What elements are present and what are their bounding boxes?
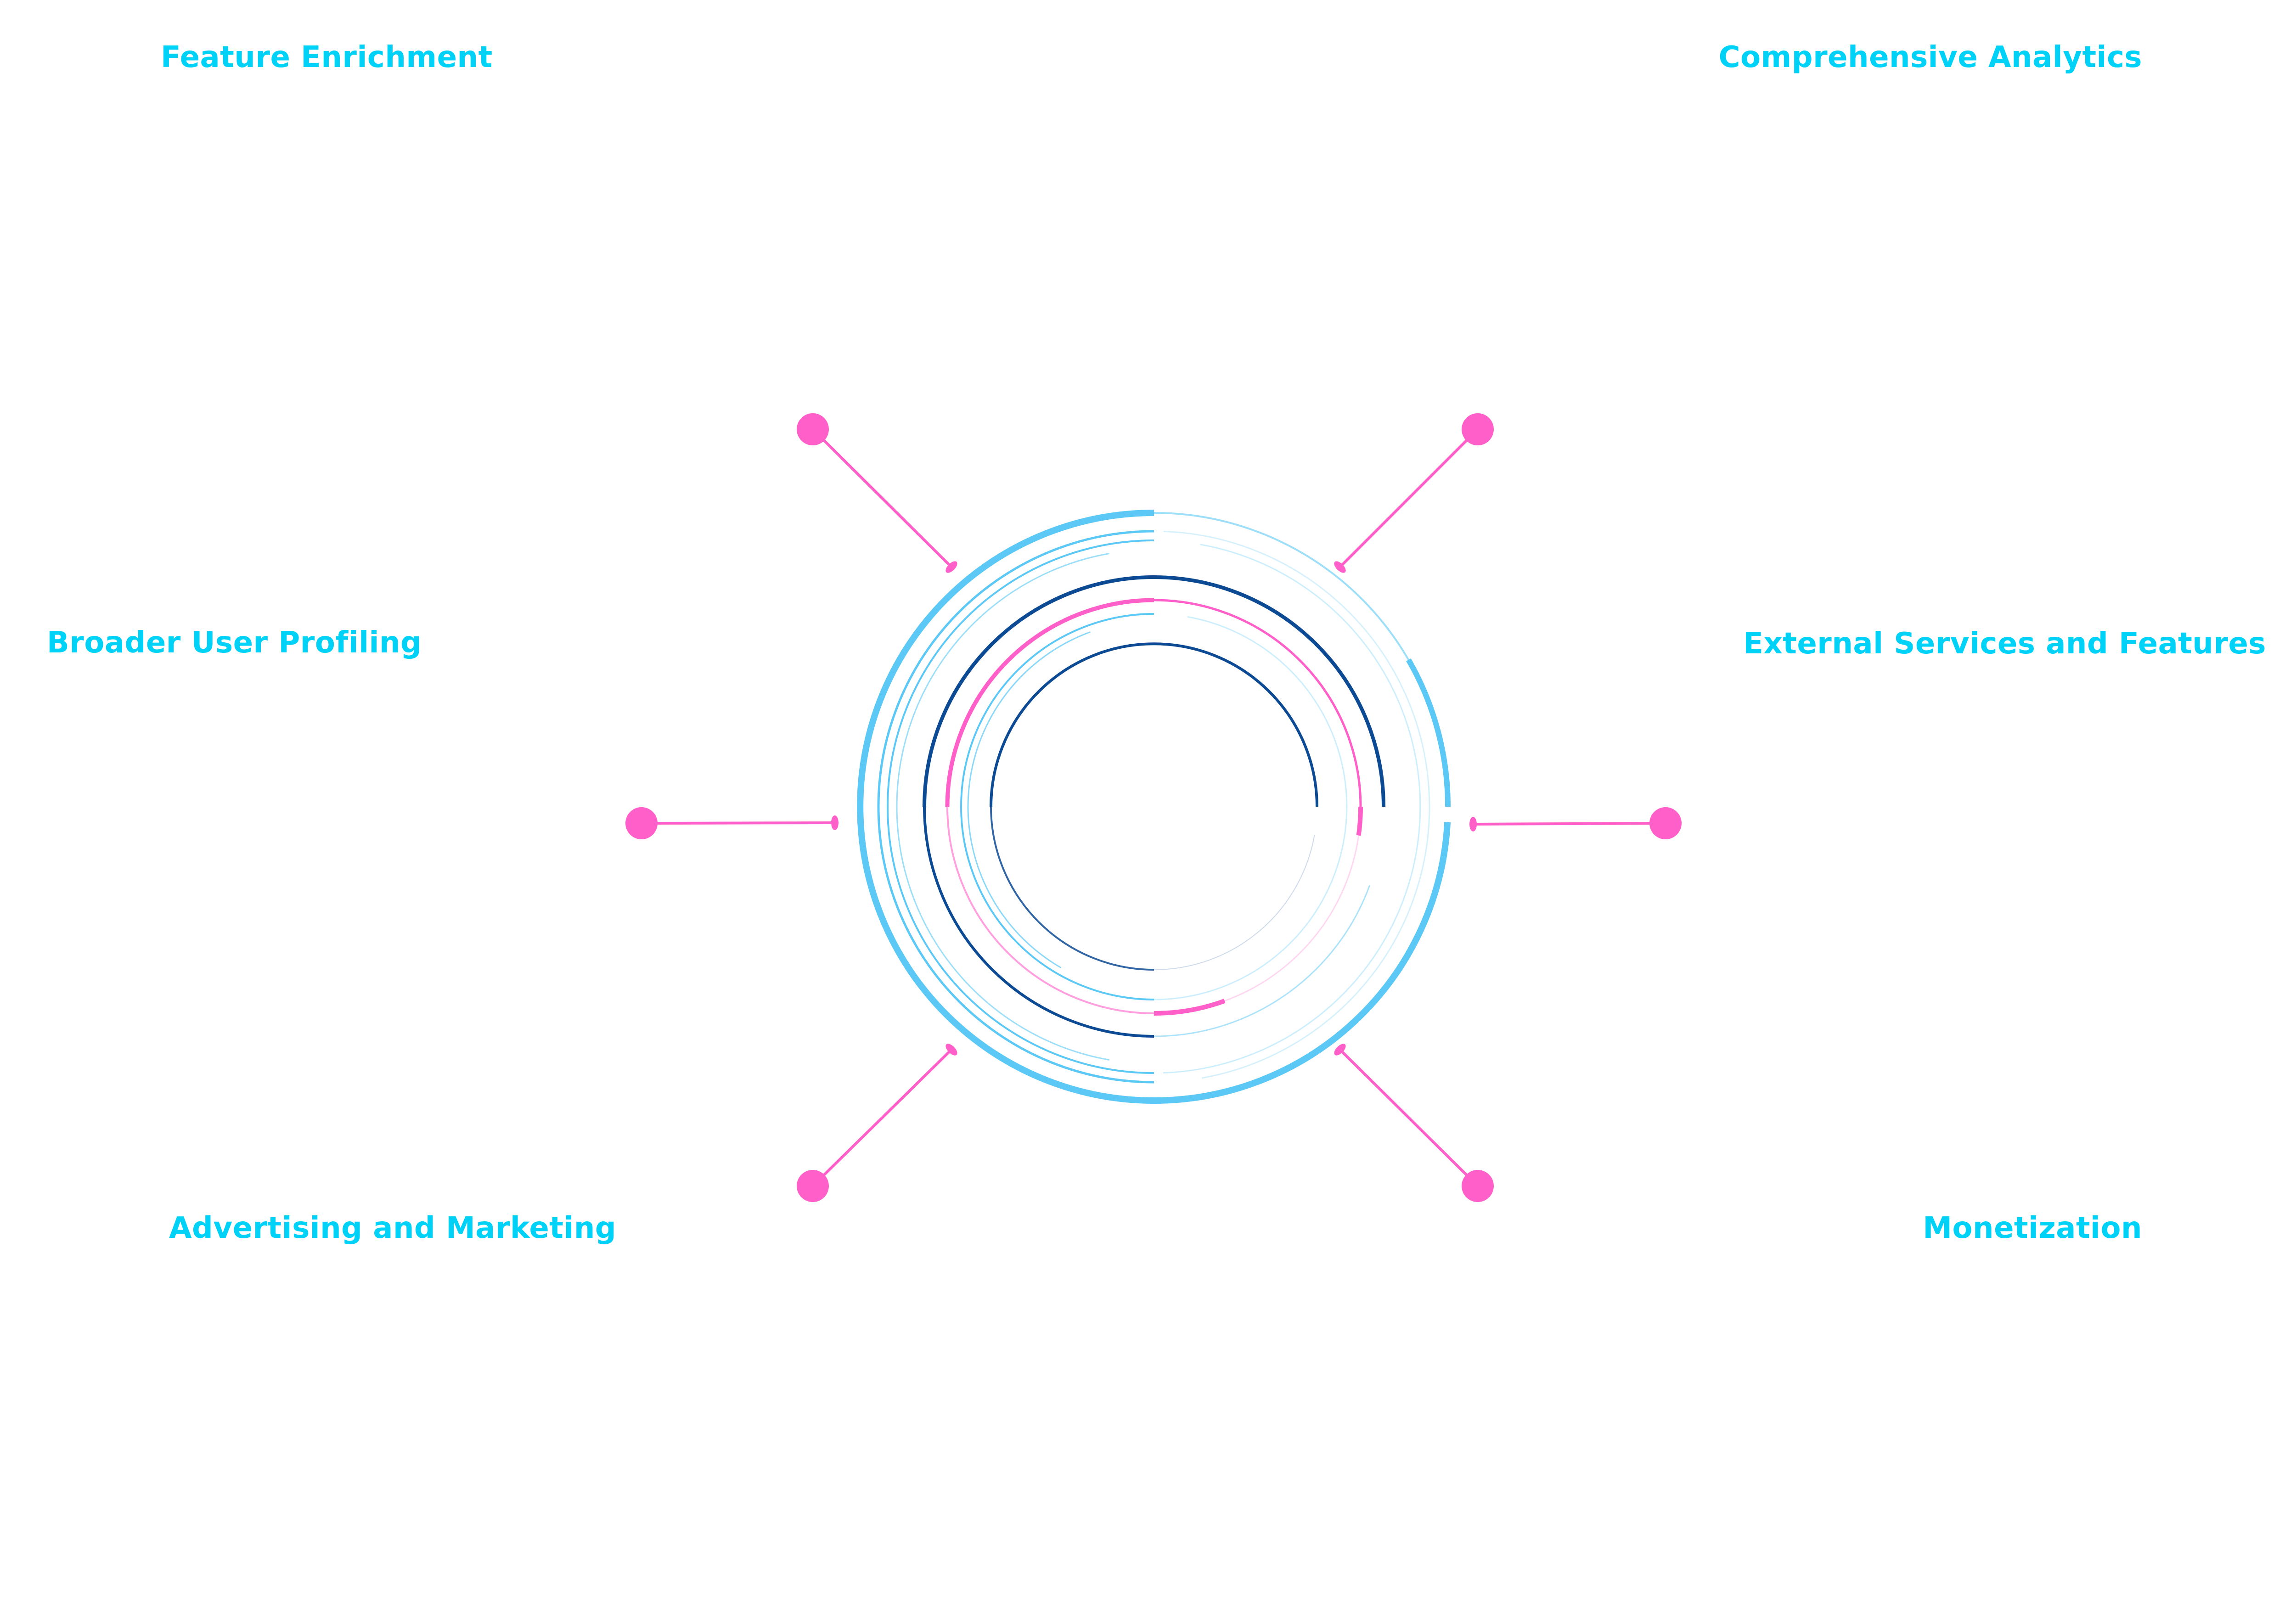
connector-top-right-line — [1339, 428, 1479, 568]
connector-mid-right-dot — [1649, 807, 1682, 839]
connector-top-left-tip — [945, 561, 957, 573]
ring-inner-light-second — [967, 631, 1091, 968]
connector-bottom-left-line — [811, 1048, 953, 1187]
ring-inner-light-left — [960, 613, 1154, 1000]
connector-mid-right — [1469, 807, 1682, 839]
connector-bottom-right-tip — [1334, 1044, 1346, 1056]
ring-inner-light-right — [1154, 616, 1348, 1000]
connector-top-right-tip — [1334, 561, 1346, 573]
connector-mid-right-line — [1473, 822, 1666, 826]
connector-bottom-right-dot — [1462, 1170, 1494, 1202]
connector-mid-left-tip — [831, 815, 839, 830]
connector-bottom-right — [1334, 1044, 1494, 1202]
connector-top-left-dot — [797, 413, 829, 445]
ring-outer-left-thick — [857, 510, 1154, 1104]
label-broader-user-profiling: Broader User Profiling — [47, 626, 422, 660]
ring-dark-lower-right-faint — [1154, 885, 1371, 1037]
connector-top-right-dot — [1462, 413, 1494, 445]
connector-top-left-line — [811, 428, 953, 568]
ring-dark-upper — [923, 575, 1385, 807]
label-feature-enrichment: Feature Enrichment — [161, 40, 493, 74]
connector-top-left — [797, 413, 957, 573]
ring-outer-bottom-left-thin — [899, 953, 1154, 1101]
connector-top-right — [1334, 413, 1494, 573]
ring-outer-right-thick — [1406, 658, 1451, 807]
ring-innermost-dark-upper — [990, 642, 1318, 807]
connector-mid-right-tip — [1469, 817, 1477, 832]
ring-pink-right-thick — [1356, 806, 1363, 836]
ring-innermost-dark-lower-left — [990, 806, 1154, 971]
ring-pink-lower-right-faint — [1154, 806, 1362, 1014]
ring-second-left — [877, 530, 1154, 1084]
connector-bottom-left — [797, 1044, 957, 1202]
ring-dark-lower-left — [923, 806, 1154, 1038]
center-rings — [857, 510, 1451, 1104]
connector-mid-left — [625, 807, 839, 839]
ring-third-left — [887, 539, 1154, 1074]
connector-bottom-right-line — [1339, 1048, 1479, 1187]
ring-pink-upper-left — [945, 598, 1154, 807]
ring-pink-upper-right — [1154, 599, 1362, 807]
ring-fourth-left — [896, 553, 1110, 1061]
ring-innermost-dark-lower-right — [1154, 835, 1315, 970]
ring-outer-bottom-right-thick — [1154, 822, 1451, 1104]
ring-pink-bottom-thick — [1154, 999, 1226, 1016]
ring-pink-lower-left — [946, 806, 1154, 1014]
ring-third-right-faint — [1163, 544, 1421, 1074]
ring-second-right-faint — [1163, 530, 1430, 1079]
connector-bottom-left-tip — [945, 1044, 957, 1056]
label-external-services-and-features: External Services and Features — [1743, 627, 2266, 661]
label-advertising-and-marketing: Advertising and Marketing — [169, 1211, 617, 1245]
connector-bottom-left-dot — [797, 1170, 829, 1202]
label-monetization: Monetization — [1923, 1211, 2142, 1245]
connectors — [625, 413, 1682, 1202]
label-comprehensive-analytics: Comprehensive Analytics — [1718, 40, 2142, 74]
connector-mid-left-dot — [625, 807, 658, 839]
ring-outer-right-thin — [1154, 512, 1449, 797]
